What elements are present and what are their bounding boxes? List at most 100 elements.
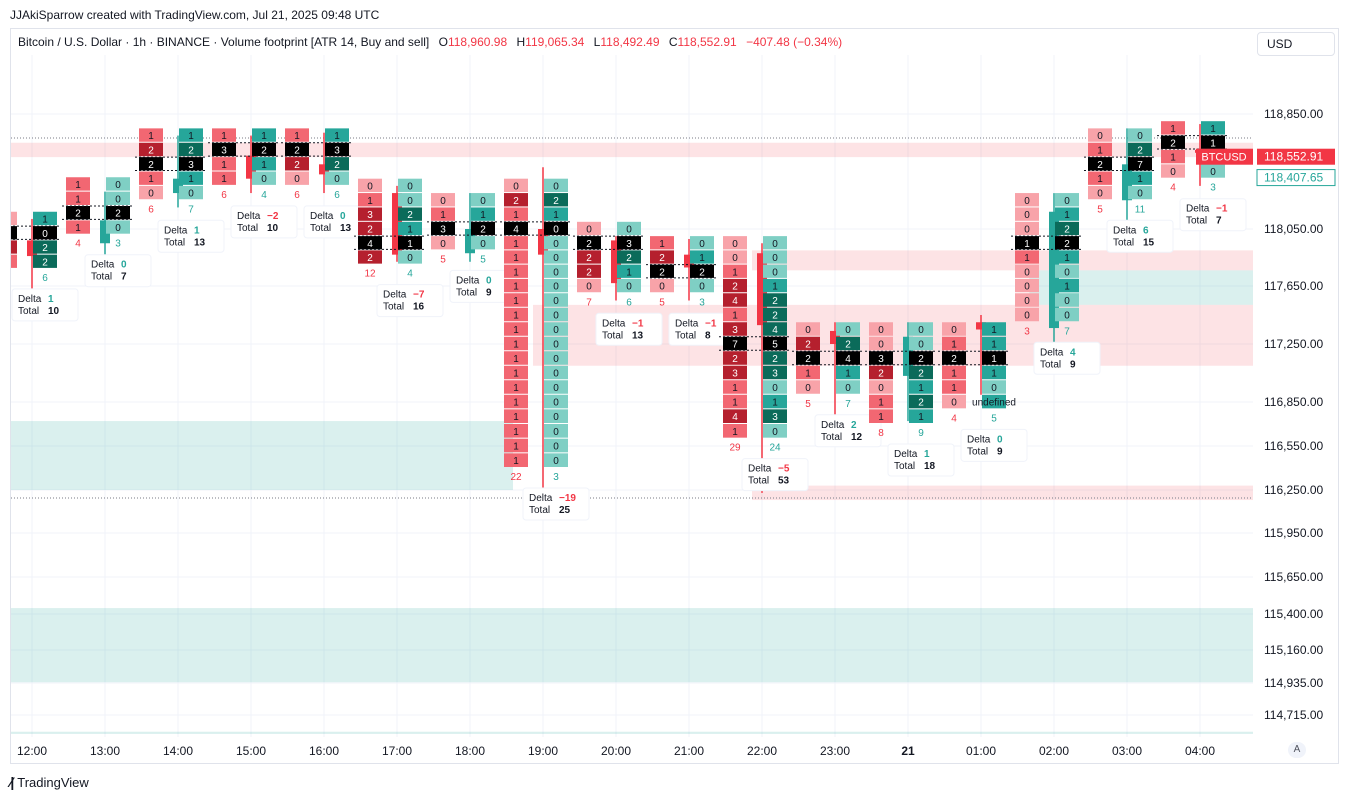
buy-cell — [544, 351, 568, 365]
buy-volume-label: 2 — [1137, 145, 1143, 156]
symbol-title[interactable]: Bitcoin / U.S. Dollar · 1h · BINANCE · V… — [18, 35, 430, 49]
sell-volume-label: 0 — [367, 181, 373, 192]
sell-volume-label: 1 — [513, 239, 519, 250]
credit-text: JJAkiSparrow created with TradingView.co… — [10, 8, 380, 22]
zone-down — [752, 250, 1253, 271]
sell-cell — [869, 336, 893, 351]
x-tick-label: 23:00 — [820, 744, 850, 758]
sell-cell — [1015, 221, 1039, 236]
sell-cell — [358, 236, 382, 250]
sell-volume-label: 1 — [513, 442, 519, 453]
total-value: 13 — [340, 223, 352, 234]
buy-cell — [544, 322, 568, 336]
sell-volume-label: 0 — [805, 325, 811, 336]
buy-cell — [33, 226, 57, 240]
currency-selector[interactable]: USD — [1257, 32, 1335, 56]
total-value: 13 — [194, 237, 206, 248]
delta-box-bg — [84, 254, 152, 288]
buy-cell — [544, 193, 568, 207]
buy-volume-label: 2 — [918, 398, 924, 409]
sell-volume-label: 1 — [513, 267, 519, 278]
y-tick-label: 114,935.00 — [1264, 676, 1323, 690]
buy-volume-label: 1 — [1210, 124, 1216, 135]
sell-cell — [796, 380, 820, 394]
delta-box-bg — [11, 288, 79, 322]
sell-volume-label: 3 — [221, 145, 227, 156]
buy-cell — [617, 278, 641, 293]
buy-volume-label: 2 — [1064, 224, 1070, 235]
buy-cell — [398, 236, 422, 250]
sell-volume-label: 0 — [732, 253, 738, 264]
high-label: H — [516, 35, 526, 49]
buy-cell — [690, 264, 714, 278]
buy-cell — [763, 351, 787, 365]
sell-total-label: 8 — [878, 428, 884, 439]
sell-cell — [66, 206, 90, 220]
buy-cell — [763, 250, 787, 264]
buy-cell — [763, 380, 787, 394]
sell-cell — [285, 157, 309, 171]
buy-cell — [106, 220, 130, 234]
sell-volume-label: 1 — [878, 412, 884, 423]
buy-volume-label: 0 — [188, 189, 194, 200]
delta-box-bg — [887, 443, 955, 477]
change-value: −407.48 (−0.34%) — [746, 35, 843, 49]
buy-volume-label: 0 — [1064, 267, 1070, 278]
sell-cell — [1015, 236, 1039, 250]
total-value: 25 — [559, 505, 571, 516]
buy-cell — [1128, 128, 1152, 142]
buy-cell — [544, 250, 568, 264]
sell-volume-label: 1 — [148, 174, 154, 185]
buy-cell — [763, 236, 787, 250]
candle-body — [173, 178, 183, 194]
sell-volume-label: 2 — [1170, 138, 1176, 149]
buy-volume-label: 2 — [188, 145, 194, 156]
candle-body — [538, 229, 548, 255]
buy-cell — [544, 336, 568, 351]
buy-volume-label: 0 — [699, 282, 705, 293]
sell-cell — [1088, 171, 1112, 185]
sell-volume-label: 2 — [586, 267, 592, 278]
buy-volume-label: 0 — [553, 456, 559, 467]
auto-scale-button[interactable]: A — [1288, 742, 1306, 758]
buy-cell — [471, 221, 495, 236]
delta-box-bg — [230, 205, 298, 239]
buy-cell — [544, 307, 568, 322]
sell-cell — [869, 365, 893, 380]
delta-caption: Delta — [821, 420, 845, 431]
total-value: 12 — [851, 432, 863, 443]
buy-volume-label: 2 — [918, 369, 924, 380]
candle-body — [830, 330, 840, 344]
close-value: 118,552.91 — [677, 35, 737, 49]
x-tick-label: 21 — [901, 744, 915, 758]
delta-total-box: Delta 6 Total 15 — [1106, 219, 1174, 253]
delta-caption: Delta — [237, 211, 261, 222]
sell-cell — [285, 171, 309, 185]
sell-cell — [431, 207, 455, 221]
delta-total-box: Delta −1 Total 7 — [1179, 198, 1247, 232]
buy-cell — [325, 171, 349, 185]
delta-total-box: Delta −2 Total 10 — [230, 205, 298, 239]
buy-volume-label: 0 — [553, 224, 559, 235]
buy-cell — [179, 157, 203, 171]
delta-value: −7 — [413, 290, 425, 301]
buy-volume-label: 0 — [553, 442, 559, 453]
sell-volume-label: 2 — [732, 282, 738, 293]
candle-body — [903, 336, 913, 376]
buy-cell — [252, 157, 276, 171]
buy-cell — [763, 293, 787, 307]
buy-cell — [471, 207, 495, 221]
candle-body — [1049, 211, 1059, 329]
sell-cell — [1161, 121, 1185, 135]
buy-volume-label: 0 — [553, 325, 559, 336]
buy-volume-label: 2 — [261, 145, 267, 156]
y-tick-label: 118,050.00 — [1264, 222, 1323, 236]
buy-volume-label: 3 — [334, 145, 340, 156]
buy-cell — [544, 424, 568, 438]
buy-volume-label: 2 — [1064, 239, 1070, 250]
buy-volume-label: 0 — [553, 282, 559, 293]
